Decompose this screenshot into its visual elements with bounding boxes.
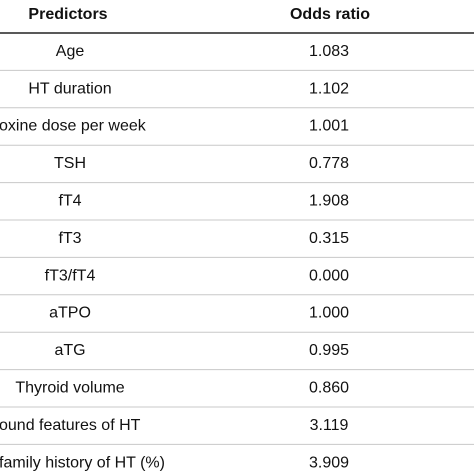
odds-ratio-cell: 1.001 [309,118,349,135]
odds-ratio-cell: 0.778 [309,155,349,172]
predictor-cell: Age [56,43,85,60]
predictor-cell: ound features of HT [0,417,141,434]
predictor-cell: fT4 [58,193,81,210]
predictor-cell: aTPO [49,305,91,322]
odds-ratio-cell: 0.860 [309,380,349,397]
predictor-cell: Thyroid volume [15,380,124,397]
predictor-cell: TSH [54,155,86,172]
odds-ratio-cell: 1.102 [309,80,349,97]
odds-ratio-cell: 1.083 [309,43,349,60]
odds-ratio-cell: 1.000 [309,305,349,322]
predictor-cell: family history of HT (%) [0,454,165,471]
predictor-cell: aTG [54,342,85,359]
predictor-cell: HT duration [28,80,111,97]
odds-ratio-cell: 0.315 [309,230,349,247]
header-cell: Predictors [28,6,107,23]
odds-ratio-cell: 0.000 [309,267,349,284]
predictor-cell: oxine dose per week [0,118,147,135]
predictor-cell: fT3/fT4 [45,267,96,284]
odds-ratio-cell: 3.909 [309,454,349,471]
predictor-cell: fT3 [58,230,81,247]
odds-ratio-cell: 0.995 [309,342,349,359]
header-cell: Odds ratio [290,6,370,23]
odds-ratio-cell: 3.119 [310,417,349,434]
odds-ratio-cell: 1.908 [309,193,349,210]
